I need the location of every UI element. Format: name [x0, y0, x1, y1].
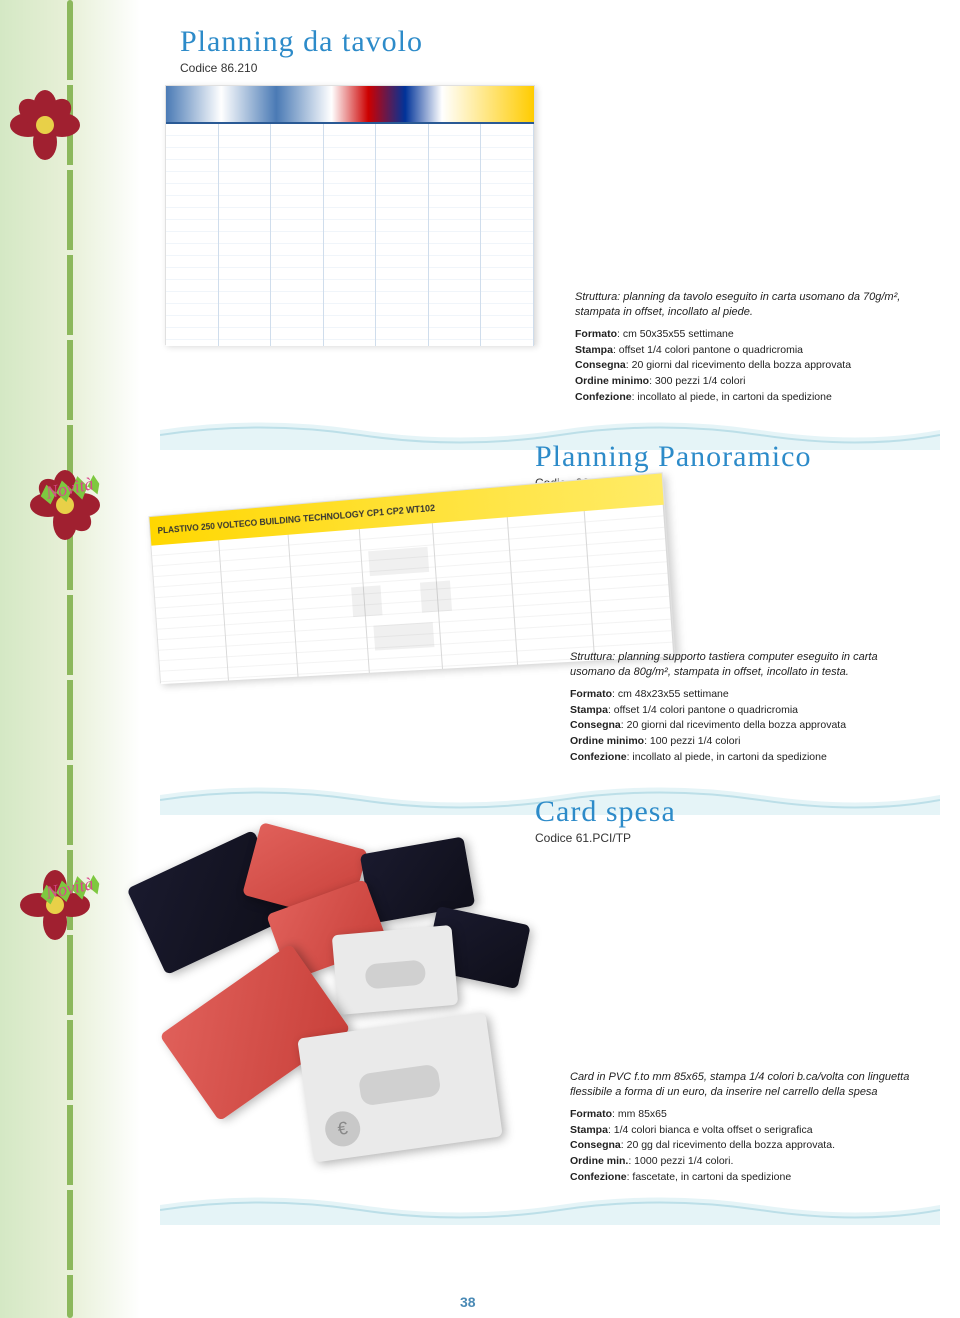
product-title: Planning da tavolo	[180, 25, 940, 59]
page-number: 38	[460, 1294, 476, 1310]
product-structure: Struttura: planning da tavolo eseguito i…	[575, 290, 915, 321]
product-image-cards: €	[120, 825, 560, 1155]
card-sample-white	[332, 925, 459, 1015]
product-title: Planning Panoramico	[535, 440, 940, 474]
product-specs: Formato: cm 48x23x55 settimane Stampa: o…	[570, 687, 920, 766]
product-code: Codice 86.210	[180, 61, 940, 75]
product-specs: Formato: cm 50x35x55 settimane Stampa: o…	[575, 327, 915, 406]
product-structure: Card in PVC f.to mm 85x65, stampa 1/4 co…	[570, 1070, 920, 1101]
flower-icon	[10, 90, 80, 160]
decorative-border	[0, 0, 140, 1318]
section-planning-panoramico: Planning Panoramico Codice 86.K109 PLAST…	[160, 440, 940, 490]
section-planning-tavolo: Planning da tavolo Codice 86.210 Struttu…	[160, 0, 940, 345]
watermark-logo	[338, 534, 465, 662]
product-code: Codice 61.PCI/TP	[535, 831, 940, 845]
section-card-spesa: Card spesa Codice 61.PCI/TP € Card in PV…	[160, 795, 940, 845]
card-sample-euro: €	[297, 1012, 503, 1162]
product-title: Card spesa	[535, 795, 940, 829]
wave-divider	[160, 1185, 940, 1225]
vine-decoration	[45, 0, 95, 1318]
product-structure: Struttura: planning supporto tastiera co…	[570, 650, 920, 681]
euro-coin-icon: €	[323, 1109, 363, 1149]
product-specs: Formato: mm 85x65 Stampa: 1/4 colori bia…	[570, 1107, 920, 1186]
planner-header-brands	[166, 86, 534, 124]
product-image-planner	[165, 85, 535, 345]
